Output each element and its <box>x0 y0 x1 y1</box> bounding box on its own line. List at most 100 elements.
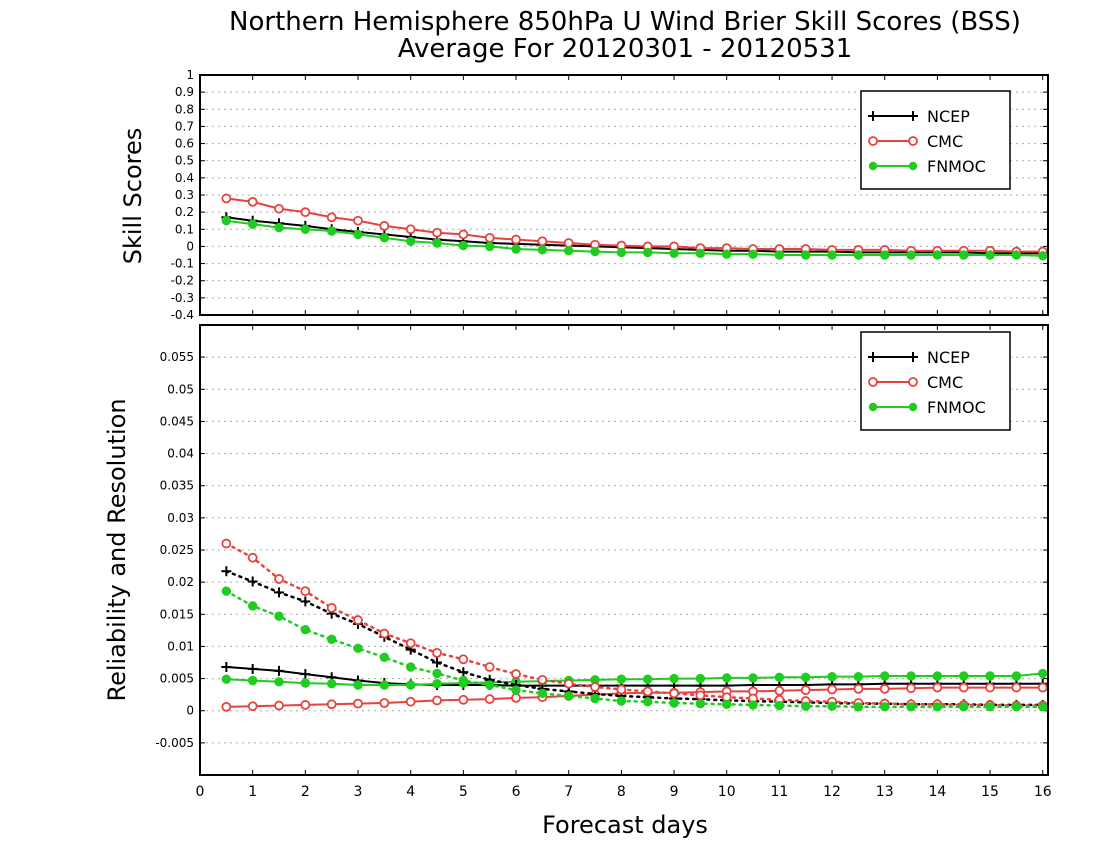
data-point-cmc <box>221 193 232 204</box>
data-point-fnmoc <box>801 701 811 711</box>
data-point-cmc <box>642 686 653 697</box>
x-tick-label: 8 <box>617 784 626 800</box>
reliability-resolution-panel: -0.005 0 0.005 0.01 0.015 0.02 0.025 0.03 0.035 0… <box>155 324 1049 776</box>
data-point-fnmoc <box>959 702 969 712</box>
data-point-ncep <box>300 596 311 607</box>
data-point-fnmoc <box>959 250 969 260</box>
data-point-ncep <box>247 576 258 587</box>
data-point-cmc <box>484 232 495 243</box>
x-tick-label: 11 <box>770 784 788 800</box>
legend-label-fnmoc: FNMOC <box>927 157 986 176</box>
data-point-fnmoc <box>221 216 232 226</box>
data-point-fnmoc <box>695 248 706 258</box>
chart-title-line2: Average For 20120301 - 20120531 <box>398 34 853 64</box>
x-tick-label: 5 <box>459 784 468 800</box>
data-point-fnmoc <box>300 678 311 688</box>
y-tick-label: 0.015 <box>160 607 194 621</box>
y-tick-label: 0.9 <box>175 85 194 99</box>
data-point-fnmoc <box>853 702 864 712</box>
bottom-y-axis-title: Reliability and Resolution <box>103 398 131 701</box>
y-tick-label: -0.4 <box>171 308 194 322</box>
data-point-cmc <box>484 694 495 705</box>
x-tick-label: 4 <box>406 784 415 800</box>
data-point-fnmoc <box>722 699 732 709</box>
data-point-fnmoc <box>695 698 706 709</box>
legend-label-fnmoc: FNMOC <box>927 398 986 417</box>
data-point-fnmoc <box>748 700 758 710</box>
data-point-cmc <box>511 234 521 245</box>
data-point-fnmoc <box>353 680 363 690</box>
data-point-cmc <box>379 220 390 231</box>
y-tick-label: 0.035 <box>160 479 194 493</box>
y-tick-label: -0.3 <box>171 291 194 305</box>
legend-label-cmc: CMC <box>927 132 963 151</box>
data-point-cmc <box>221 701 232 712</box>
y-tick-label: 0.01 <box>167 639 194 653</box>
data-point-fnmoc <box>221 674 232 684</box>
data-point-cmc <box>405 696 416 707</box>
data-point-cmc <box>827 684 837 695</box>
data-point-fnmoc <box>353 229 363 240</box>
data-point-fnmoc <box>1011 702 1022 712</box>
data-point-cmc <box>590 682 600 692</box>
y-tick-label: 0.1 <box>175 222 194 236</box>
data-point-cmc <box>1011 682 1022 693</box>
legend-marker-filled-circle <box>868 402 878 412</box>
data-point-fnmoc <box>300 625 311 635</box>
y-tick-label: 0.6 <box>175 137 194 151</box>
data-point-fnmoc <box>722 673 732 683</box>
x-axis-title: Forecast days <box>542 811 708 839</box>
data-point-fnmoc <box>827 701 837 711</box>
x-tick-label: 3 <box>354 784 363 800</box>
data-point-cmc <box>695 690 706 701</box>
data-point-fnmoc <box>432 238 442 248</box>
x-tick-label: 1 <box>248 784 257 800</box>
data-point-fnmoc <box>326 226 337 236</box>
x-tick-label: 10 <box>718 784 736 800</box>
data-point-cmc <box>405 224 416 235</box>
data-point-cmc <box>274 203 284 214</box>
data-point-fnmoc <box>880 250 890 260</box>
y-tick-label: 0 <box>186 704 194 718</box>
data-point-fnmoc <box>484 241 495 252</box>
data-point-cmc <box>484 662 495 672</box>
data-point-fnmoc <box>590 246 600 257</box>
data-point-fnmoc <box>458 240 469 251</box>
series-line-fnmoc-resolution <box>225 589 1044 709</box>
data-point-fnmoc <box>1038 702 1048 712</box>
data-point-cmc <box>326 699 337 710</box>
data-point-fnmoc <box>774 250 785 260</box>
data-point-fnmoc <box>326 679 337 689</box>
data-point-fnmoc <box>247 219 258 229</box>
data-point-fnmoc <box>300 224 311 234</box>
data-point-cmc <box>879 683 890 694</box>
data-point-cmc <box>432 695 442 706</box>
data-point-ncep <box>221 662 232 672</box>
y-tick-label: -0.1 <box>171 257 194 271</box>
data-point-ncep <box>274 587 285 598</box>
data-point-cmc <box>379 628 390 639</box>
legend: NCEP CMC FNMOC <box>860 90 1011 190</box>
data-point-fnmoc <box>669 248 679 258</box>
x-tick-label: 9 <box>670 784 679 800</box>
data-point-cmc <box>537 674 548 685</box>
y-tick-label: 0.045 <box>160 414 194 428</box>
data-point-cmc <box>353 615 363 625</box>
data-point-cmc <box>985 682 995 693</box>
data-point-fnmoc <box>616 247 627 258</box>
data-point-cmc <box>563 238 574 248</box>
data-point-cmc <box>458 229 469 240</box>
data-point-fnmoc <box>827 671 837 682</box>
y-tick-label: 0.04 <box>167 447 194 461</box>
data-point-fnmoc <box>695 673 706 684</box>
data-point-fnmoc <box>827 250 837 260</box>
y-tick-label: 1 <box>186 68 194 82</box>
y-tick-label: 0.02 <box>167 575 194 589</box>
y-tick-label: 0.005 <box>160 672 194 686</box>
x-tick-label: 16 <box>1034 784 1052 800</box>
data-point-fnmoc <box>221 586 232 596</box>
data-point-fnmoc <box>906 671 916 681</box>
top-y-axis-title: Skill Scores <box>119 128 147 265</box>
data-point-cmc <box>432 647 442 658</box>
data-point-ncep <box>221 566 232 577</box>
